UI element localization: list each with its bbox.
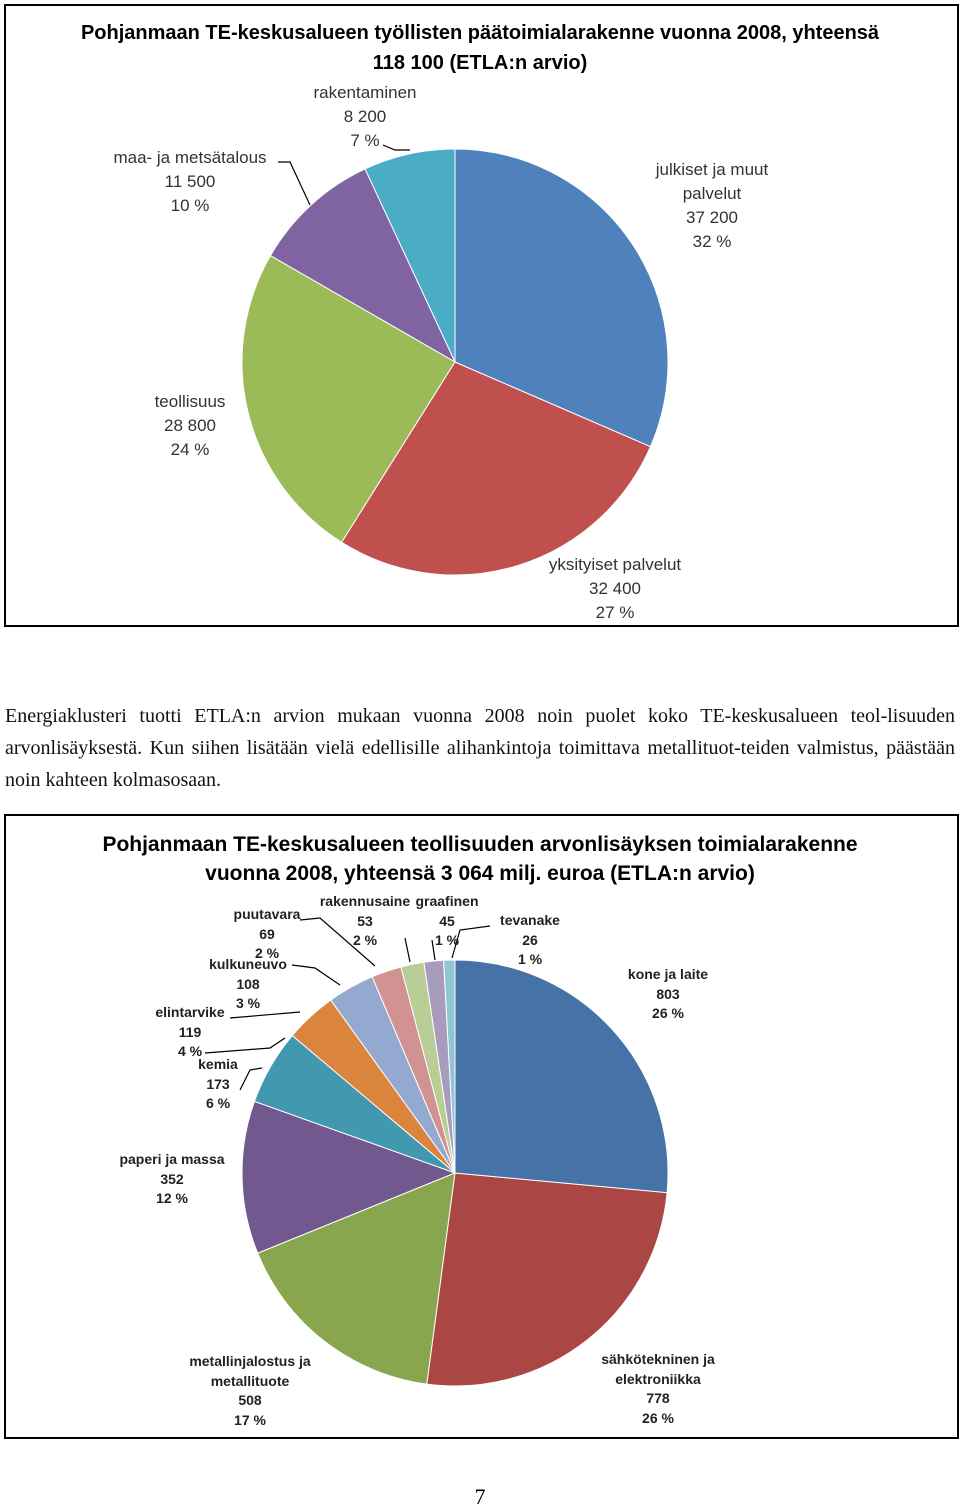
- percent-label: 6 %: [205, 1095, 231, 1111]
- category-label: rakentaminen: [313, 83, 417, 102]
- value-label: 32 400: [589, 579, 641, 598]
- data-label: paperi ja massa 352 12 %: [102, 1150, 242, 1209]
- category-label: sähkötekninen ja elektroniikka: [601, 1351, 715, 1387]
- value-label: 11 500: [164, 172, 216, 191]
- data-label: metallinjalostus ja metallituote 508 17 %: [180, 1352, 320, 1430]
- leader-line: [204, 1037, 286, 1054]
- chart-title: Pohjanmaan TE-keskusalueen työllisten pä…: [80, 22, 880, 74]
- percent-label: 3 %: [235, 995, 261, 1011]
- value-label: 173: [206, 1075, 230, 1092]
- data-label: teollisuus 28 800 24 %: [115, 390, 265, 462]
- category-label: kone ja laite: [627, 966, 709, 982]
- category-label: kulkuneuvo: [209, 956, 287, 972]
- category-label: yksityiset palvelut: [548, 555, 682, 574]
- leader-line: [229, 1011, 301, 1019]
- value-label: 8 200: [343, 107, 387, 126]
- data-label: rakennusaine 53 2 %: [315, 892, 415, 951]
- data-label: julkiset ja muut palvelut 37 200 32 %: [637, 158, 787, 254]
- leader-lines: [204, 144, 491, 1091]
- percent-label: 2 %: [254, 945, 280, 961]
- value-label: 352: [160, 1170, 184, 1187]
- percent-label: 7 %: [350, 131, 380, 150]
- value-label: 26: [522, 931, 538, 948]
- leader-line: [239, 1067, 263, 1091]
- category-label: maa- ja metsätalous: [113, 148, 267, 167]
- percent-label: 10 %: [170, 196, 210, 215]
- data-label: elintarvike 119 4 %: [145, 1003, 235, 1062]
- category-label: kemia: [198, 1056, 238, 1072]
- value-label: 45: [439, 912, 455, 929]
- category-label: graafinen: [415, 893, 479, 909]
- body-text: Energiaklusteri tuotti ETLA:n arvion muk…: [5, 705, 955, 791]
- chart-frame: [4, 814, 959, 1439]
- data-label: maa- ja metsätalous 11 500 10 %: [95, 146, 285, 218]
- percent-label: 24 %: [170, 440, 210, 459]
- category-label: rakennusaine: [319, 893, 411, 909]
- category-label: metallinjalostus ja metallituote: [189, 1353, 311, 1389]
- leader-line: [382, 144, 410, 151]
- data-label: yksityiset palvelut 32 400 27 %: [525, 553, 705, 625]
- percent-label: 1 %: [434, 932, 460, 948]
- pie-slice: [426, 1172, 668, 1387]
- category-label: elintarvike: [155, 1004, 225, 1020]
- value-label: 508: [238, 1392, 262, 1408]
- category-label: paperi ja massa: [119, 1151, 225, 1167]
- category-label: julkiset ja muut palvelut: [655, 160, 769, 203]
- data-label: kulkuneuvo 108 3 %: [198, 955, 298, 1014]
- percent-label: 12 %: [156, 1190, 188, 1206]
- chart-frame: [4, 4, 959, 627]
- percent-label: 1 %: [517, 951, 543, 967]
- leader-line: [404, 937, 411, 963]
- category-label: puutavara: [233, 906, 301, 922]
- value-label: 53: [357, 912, 373, 929]
- pie-slice: [241, 254, 456, 544]
- value-label: 28 800: [164, 416, 216, 435]
- data-label: sähkötekninen ja elektroniikka 778 26 %: [593, 1350, 723, 1428]
- percent-label: 26 %: [642, 1409, 674, 1426]
- percent-label: 4 %: [177, 1043, 203, 1059]
- pie-slice: [241, 1100, 457, 1254]
- data-label: graafinen 45 1 %: [407, 892, 487, 951]
- pie-slice: [340, 361, 652, 576]
- data-label: kone ja laite 803 26 %: [593, 965, 743, 1024]
- data-label: tevanake 26 1 %: [485, 911, 575, 970]
- leader-line: [451, 925, 491, 959]
- value-label: 108: [236, 975, 260, 992]
- chart-title: Pohjanmaan TE-keskusalueen teollisuuden …: [102, 833, 858, 885]
- percent-label: 32 %: [692, 232, 732, 251]
- percent-label: 26 %: [652, 1005, 684, 1021]
- page-number: 7: [474, 1484, 486, 1509]
- leader-line: [299, 917, 376, 967]
- value-label: 778: [646, 1390, 670, 1406]
- pie-slice: [454, 148, 669, 448]
- percent-label: 17 %: [234, 1411, 266, 1428]
- data-label: rakentaminen 8 200 7 %: [285, 81, 445, 153]
- value-label: 37 200: [686, 208, 738, 227]
- leader-line: [278, 161, 311, 206]
- pie-slice: [269, 168, 457, 364]
- pie-slice: [454, 959, 669, 1194]
- category-label: tevanake: [500, 912, 560, 928]
- leader-line: [431, 939, 436, 961]
- pie-slice: [257, 1172, 456, 1385]
- leader-line: [291, 964, 341, 986]
- data-label: puutavara 69 2 %: [222, 905, 312, 964]
- percent-label: 27 %: [595, 603, 635, 622]
- value-label: 119: [178, 1023, 202, 1040]
- value-label: 69: [259, 925, 275, 942]
- data-label: kemia 173 6 %: [178, 1055, 258, 1114]
- category-label: teollisuus: [154, 392, 226, 411]
- percent-label: 2 %: [352, 932, 378, 948]
- value-label: 803: [656, 985, 680, 1002]
